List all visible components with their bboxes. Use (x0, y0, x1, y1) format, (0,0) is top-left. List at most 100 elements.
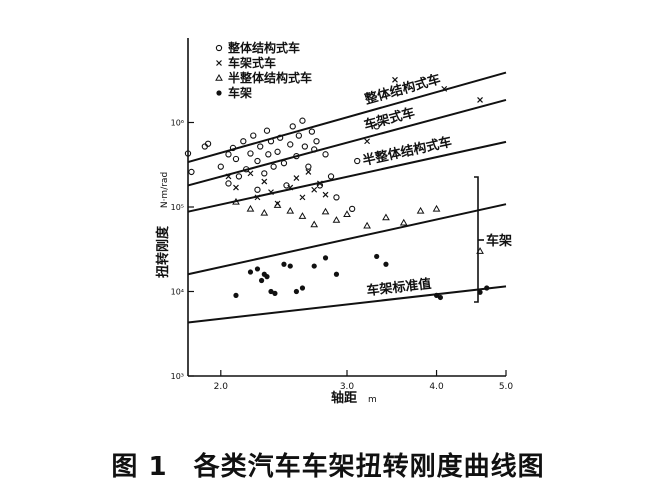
point-dot (437, 294, 444, 301)
point-triangle (332, 216, 341, 223)
point-triangle (382, 213, 390, 221)
point-triangle (246, 204, 255, 212)
point-circle (250, 132, 257, 139)
point-cross (299, 194, 306, 201)
point-triangle (298, 212, 307, 219)
point-dot (216, 90, 222, 96)
point-circle (373, 123, 380, 130)
frame-bracket (474, 176, 479, 303)
point-circle (354, 157, 361, 165)
point-cross (316, 180, 323, 187)
point-circle (311, 146, 318, 153)
point-triangle (399, 218, 408, 226)
point-cross (477, 96, 483, 103)
point-dot (264, 274, 270, 280)
x-tick-label: 5.0 (499, 382, 514, 392)
point-circle (254, 186, 261, 193)
point-circle (283, 182, 290, 189)
y-tick-label: 10⁶ (171, 119, 184, 128)
point-dot (287, 263, 293, 269)
point-circle (270, 163, 277, 170)
point-triangle (232, 197, 240, 205)
point-circle (235, 173, 243, 180)
figure-number: 图 1 (111, 452, 168, 482)
legend-label: 整体结构式车 (227, 40, 300, 55)
point-circle (313, 138, 320, 145)
point-circle (215, 44, 223, 52)
point-circle (188, 168, 195, 176)
point-circle (263, 127, 271, 134)
point-circle (232, 155, 240, 163)
point-triangle (215, 73, 223, 81)
x-axis-unit: m (368, 395, 377, 405)
legend-label: 车架式车 (228, 55, 276, 70)
point-dot (293, 288, 300, 295)
point-dot (433, 292, 440, 298)
point-circle (322, 151, 329, 158)
point-triangle (343, 210, 351, 217)
fit-line (187, 71, 507, 164)
point-cross (364, 138, 371, 145)
fit-line (187, 140, 507, 213)
y-axis-title: 扭转刚度 (155, 225, 171, 278)
y-tick-label: 10⁵ (171, 203, 184, 212)
point-triangle (273, 201, 282, 208)
point-dot (333, 271, 340, 277)
point-circle (293, 152, 300, 160)
y-axis-unit: N·m/rad (160, 172, 170, 208)
point-cross (254, 194, 261, 201)
frame-bracket-label: 车架 (486, 233, 512, 249)
point-triangle (416, 206, 425, 214)
point-cross (233, 184, 239, 191)
point-circle (184, 150, 192, 157)
point-circle (287, 141, 294, 148)
x-tick-label: 2.0 (214, 382, 229, 392)
x-tick-label: 4.0 (429, 382, 444, 392)
point-cross (261, 178, 268, 185)
point-dot (383, 261, 389, 267)
point-circle (289, 123, 296, 130)
point-circle (265, 151, 272, 158)
point-cross (225, 173, 232, 180)
point-cross (293, 175, 300, 181)
point-circle (280, 160, 288, 167)
x-axis-title: 轴距 (331, 390, 357, 406)
point-circle (225, 180, 232, 187)
fit-line (187, 203, 507, 276)
point-circle (274, 148, 281, 155)
fit-lines (187, 71, 507, 324)
point-circle (295, 132, 302, 139)
point-triangle (286, 206, 295, 214)
point-cross (305, 169, 312, 175)
point-cross (311, 186, 318, 193)
point-cross (247, 170, 254, 177)
point-circle (204, 140, 212, 147)
fit-line (187, 98, 507, 187)
point-dot (247, 269, 254, 275)
point-circle (333, 194, 340, 201)
line-label-body-on-frame: 车架式车 (362, 105, 416, 134)
point-circle (301, 143, 308, 150)
point-circle (267, 138, 275, 145)
point-dot (254, 266, 261, 272)
legend-label: 车架 (228, 85, 252, 100)
data-points (184, 76, 490, 301)
point-circle (348, 205, 356, 213)
point-circle (217, 163, 224, 170)
figure-caption-text: 各类汽车车架扭转刚度曲线图 (193, 452, 545, 482)
point-cross (392, 76, 398, 83)
fit-line (187, 285, 507, 324)
point-triangle (363, 221, 371, 229)
axis-ticks: 2.0 3.0 4.0 5.0 10³ 10⁴ 10⁵ 10⁶ 轴距 m 扭转刚度 N·m/rad (155, 119, 513, 407)
point-cross (268, 189, 274, 196)
point-dot (272, 290, 278, 296)
point-circle (327, 173, 335, 180)
point-cross (441, 85, 448, 92)
point-dot (281, 261, 287, 267)
legend-label: 半整体结构式车 (228, 70, 312, 85)
y-tick-label: 10⁴ (171, 288, 184, 297)
point-circle (225, 151, 232, 158)
figure-caption: 图 1 各类汽车车架扭转刚度曲线图 (0, 446, 656, 483)
